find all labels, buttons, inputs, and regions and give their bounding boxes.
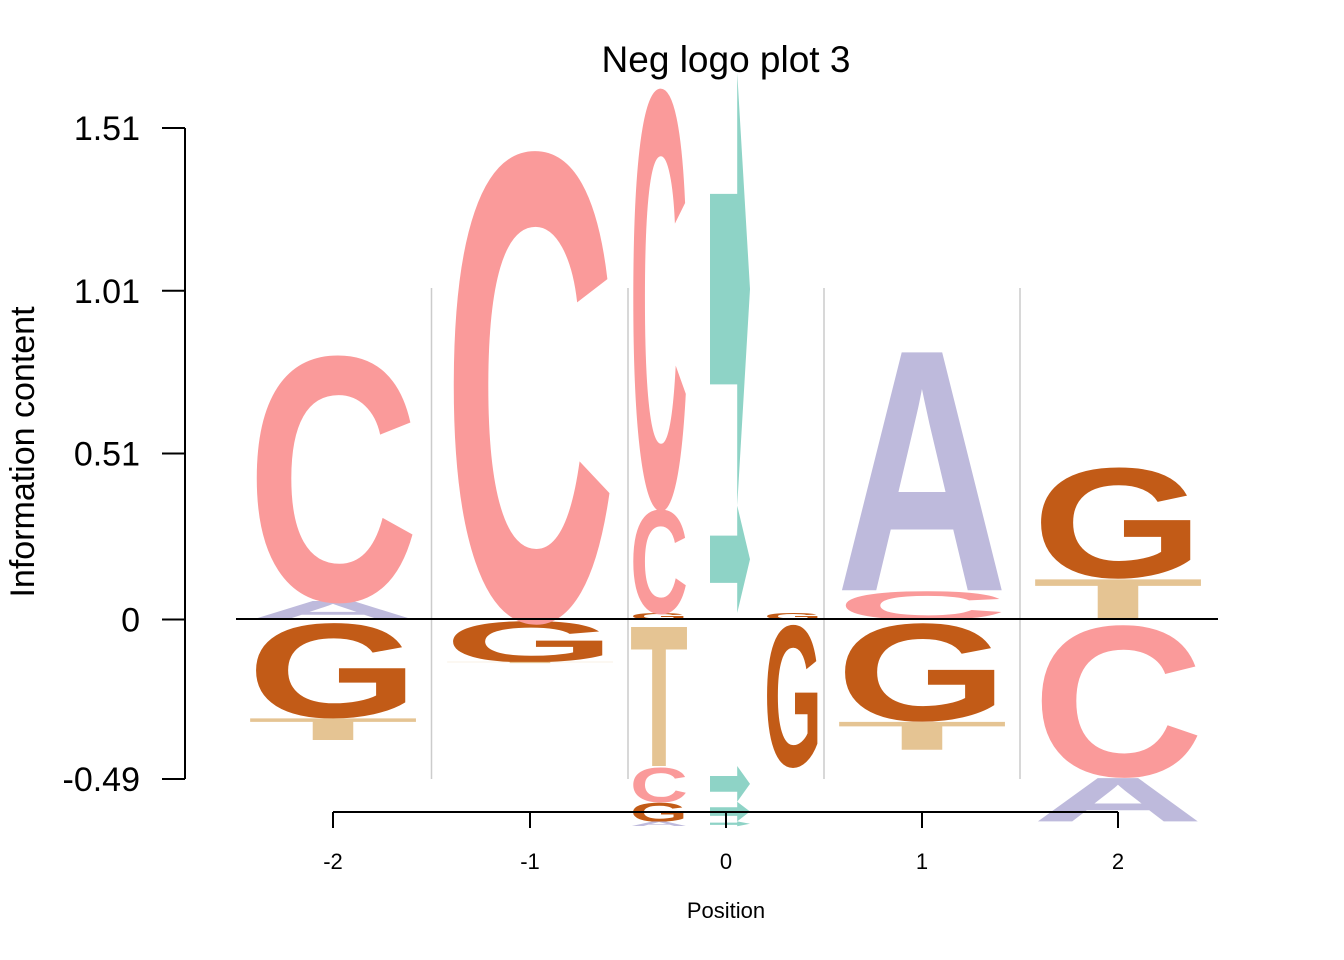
- chart-title: Neg logo plot 3: [602, 39, 851, 80]
- position-separators: [430, 288, 1021, 779]
- logo-letter-A: A: [836, 277, 1008, 664]
- logo-letter-C: C: [630, 758, 688, 813]
- logo-letter-T: T: [836, 713, 1008, 758]
- logo-letter-T: T: [247, 712, 419, 747]
- y-tick-label: 0.51: [74, 436, 140, 474]
- x-tick-label: 1: [916, 849, 928, 874]
- logo-letter-G: G: [764, 612, 822, 622]
- x-tick-label: 0: [720, 849, 732, 874]
- logo-letter-C: C: [1032, 581, 1204, 822]
- logo-letter-G: G: [764, 584, 822, 810]
- x-tick-label: 2: [1112, 849, 1124, 874]
- arrow-glyph: [710, 72, 750, 506]
- logo-letter-C: C: [247, 284, 419, 675]
- logo-letter-T: T: [444, 662, 616, 664]
- logo-letter-T: T: [1032, 567, 1204, 632]
- logo-letter-C: C: [630, 0, 688, 633]
- y-tick-label: 1.01: [74, 273, 140, 311]
- arrow-glyph: [710, 821, 750, 827]
- logo-letter-G: G: [1032, 435, 1204, 611]
- logo-letter-G: G: [630, 612, 688, 622]
- logo-letter-T: T: [630, 584, 688, 809]
- logo-letter-A: A: [247, 595, 419, 625]
- y-axis: 1.51 1.01 0.51 0 -0.49: [63, 110, 186, 799]
- logo-letter-G: G: [444, 609, 616, 674]
- x-axis-label: Position: [687, 898, 765, 923]
- logo-letter-C: C: [836, 583, 1008, 628]
- arrow-glyph: [710, 765, 750, 802]
- logo-letter-G: G: [247, 595, 419, 746]
- x-tick-label: -1: [520, 849, 540, 874]
- arrow-glyph: [710, 505, 750, 613]
- y-tick-label: 1.51: [74, 110, 140, 148]
- logo-letter-G: G: [836, 595, 1008, 750]
- y-tick-label: 0: [121, 602, 140, 640]
- logo-letter-A: A: [630, 820, 688, 828]
- letter-stacks: GTACGTACTGCGAGGCCGTCACATG: [247, 0, 1204, 835]
- logo-letter-C: C: [630, 480, 688, 645]
- y-axis-label: Information content: [4, 306, 42, 598]
- x-tick-label: -2: [323, 849, 343, 874]
- x-axis: -2 -1 0 1 2: [323, 811, 1124, 874]
- y-tick-label: -0.49: [63, 761, 141, 799]
- logo-letter-C: C: [444, 13, 616, 760]
